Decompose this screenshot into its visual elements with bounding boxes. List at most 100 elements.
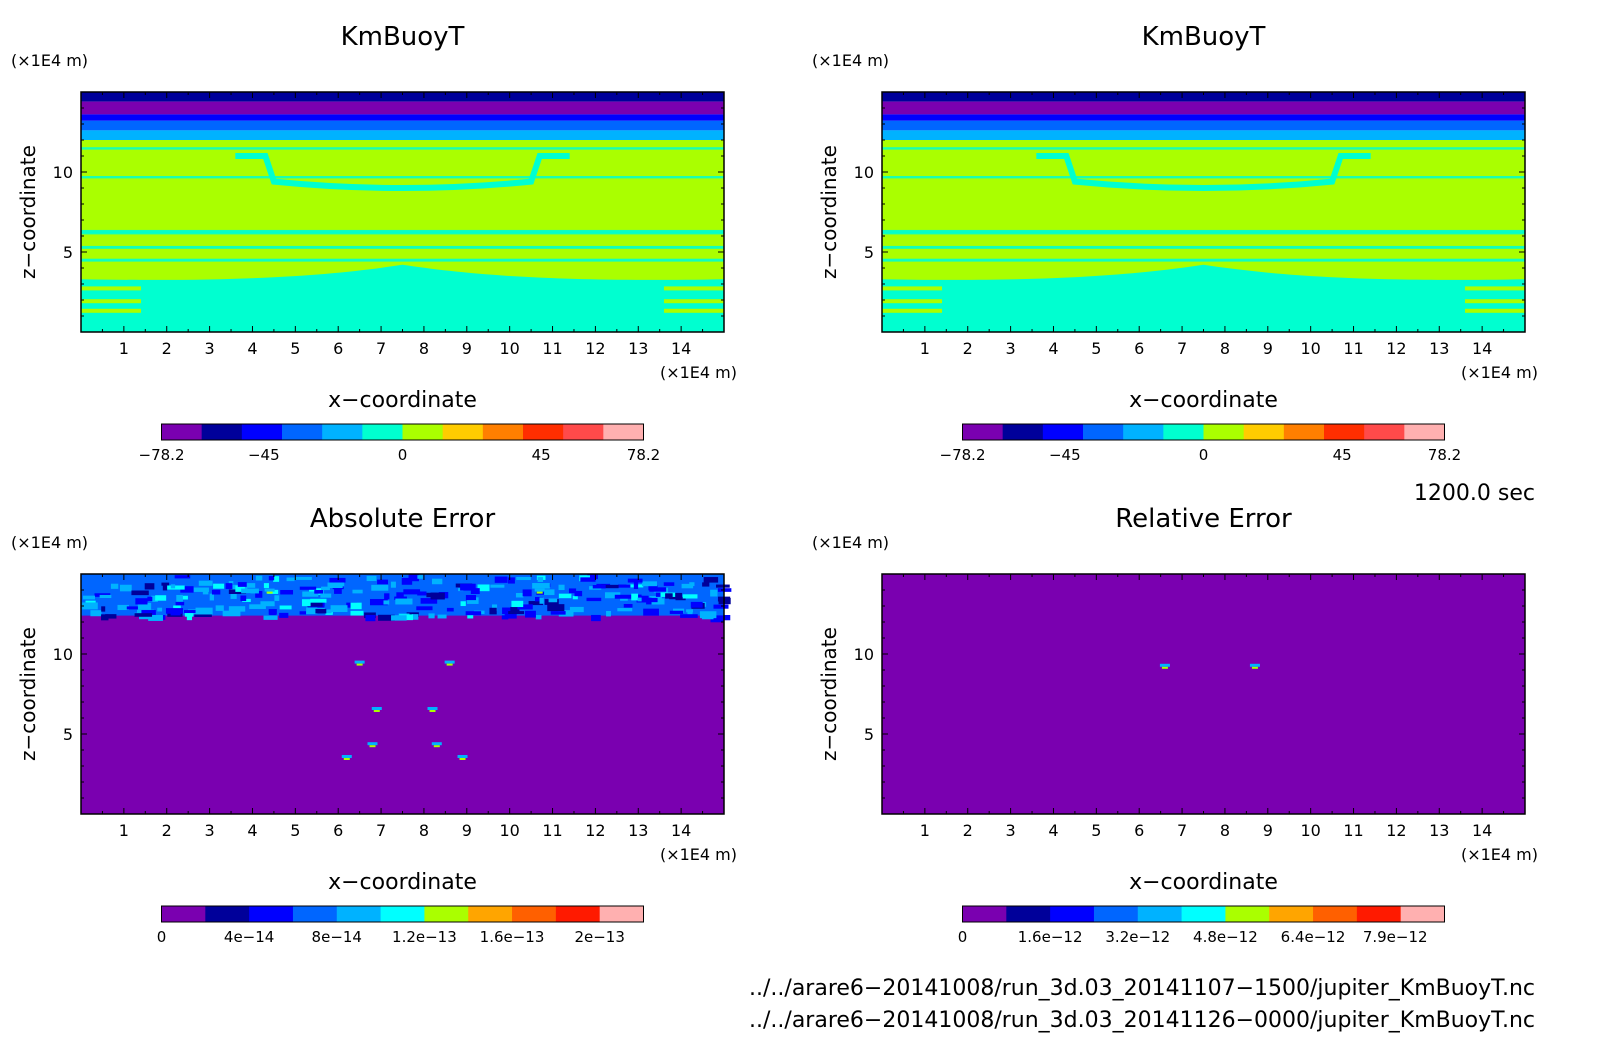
noise-cell (633, 582, 639, 589)
noise-cell (134, 613, 153, 617)
x-tick-label: 13 (1429, 339, 1449, 358)
x-tick-label: 11 (542, 339, 562, 358)
noise-cell (148, 614, 163, 621)
y-ticks (81, 589, 724, 799)
noise-cell (273, 576, 280, 582)
noise-cell (580, 577, 596, 582)
noise-cell (477, 584, 490, 592)
noise-cell (301, 599, 311, 607)
noise-cell (620, 596, 628, 601)
noise-cell (682, 594, 698, 599)
hotspot (341, 755, 352, 760)
noise-cell (408, 574, 419, 582)
colorbar: −78.2 −45 0 45 78.2 (139, 423, 660, 464)
colorbar-tick-label: −78.2 (940, 446, 986, 464)
noise-cell (195, 607, 213, 615)
colorbar-swatch (292, 906, 338, 922)
noise-cell (135, 598, 148, 605)
x-tick-label: 13 (628, 339, 648, 358)
noise-cell (365, 615, 376, 622)
noise-cell (703, 577, 719, 583)
x-tick-label: 7 (1177, 821, 1187, 840)
x-tick-label: 4 (247, 821, 257, 840)
noise-cell (148, 598, 158, 602)
hotspot-cell (459, 758, 466, 760)
x-tick-label: 14 (1472, 821, 1492, 840)
x-tick-label: 1 (920, 339, 930, 358)
noise-cell (82, 602, 98, 610)
x-tick-label: 3 (1006, 339, 1016, 358)
field-band (81, 114, 724, 121)
noise-cell (641, 597, 658, 603)
y-tick-label: 5 (63, 725, 73, 744)
y-tick-label: 10 (53, 645, 73, 664)
colorbar-tick-label: 2e−13 (574, 928, 624, 946)
colorbar-tick-label: 0 (958, 928, 968, 946)
noise-cell (587, 574, 598, 580)
colorbar-swatch (1283, 424, 1325, 440)
field-band (882, 130, 1525, 140)
colorbar-swatch (241, 424, 283, 440)
x-tick-label: 8 (419, 821, 429, 840)
noise-cell (225, 583, 233, 590)
hotspot-cell (536, 591, 543, 594)
hotspot-cell (264, 588, 275, 592)
field-streak (81, 229, 724, 233)
x-tick-label: 13 (1429, 821, 1449, 840)
noise-cell (637, 597, 642, 602)
noise-cell (502, 607, 517, 615)
noise-cell (681, 583, 694, 589)
x-tick-label: 8 (1220, 339, 1230, 358)
noise-cell (82, 595, 96, 600)
noise-cell (371, 584, 389, 591)
colorbar-swatch (1203, 424, 1245, 440)
noise-cell (710, 589, 718, 597)
noise-cell (320, 593, 332, 598)
x-tick-label: 6 (1134, 821, 1144, 840)
colorbar-tick-label: 1.6e−12 (1018, 928, 1083, 946)
noise-cell (592, 584, 606, 589)
field-streak (81, 147, 724, 150)
colorbar-swatch (512, 906, 557, 922)
colorbar-swatch (1123, 424, 1164, 440)
noise-cell (209, 593, 214, 601)
x-tick-label: 9 (462, 339, 472, 358)
colorbar: 0 1.6e−12 3.2e−12 4.8e−12 6.4e−12 7.9e−12 (958, 905, 1445, 946)
noise-cell (268, 609, 277, 615)
y-unit-label: (×1E4 m) (812, 51, 889, 70)
noise-cell (548, 598, 558, 603)
hotspot (431, 742, 442, 748)
noise-cell (396, 592, 404, 598)
colorbar-swatch (1137, 906, 1183, 922)
noise-cell (279, 605, 292, 610)
noise-cell (160, 614, 166, 620)
noise-cell (383, 600, 390, 605)
hotspot (367, 742, 378, 748)
noise-cell (268, 576, 275, 581)
colorbar-swatch (1002, 424, 1044, 440)
colorbar-swatch (282, 424, 323, 440)
colorbar: 0 4e−14 8e−14 1.2e−13 1.6e−13 2e−13 (157, 905, 644, 946)
hotspot-cell (457, 755, 468, 758)
noise-cell (394, 596, 407, 600)
field-streak (882, 231, 1525, 235)
hotspot-cell (356, 663, 363, 666)
field-streak (882, 258, 1525, 262)
field-band (882, 101, 1525, 115)
x-tick-label: 13 (628, 821, 648, 840)
noise-cell (572, 595, 578, 600)
colorbar-tick-label: 78.2 (627, 446, 660, 464)
noise-cell (162, 585, 168, 591)
x-unit-label: (×1E4 m) (660, 363, 737, 382)
colorbar-tick-label: −45 (1049, 446, 1081, 464)
colorbar-swatch (442, 424, 484, 440)
noise-cell (631, 593, 639, 601)
x-tick-label: 1 (920, 821, 930, 840)
field-arc (235, 153, 570, 191)
noise-cell (255, 575, 263, 581)
colorbar-tick-label: −78.2 (139, 446, 185, 464)
field-band (882, 92, 1525, 102)
noise-cell (489, 607, 497, 615)
y-axis-label: z−coordinate (817, 145, 841, 279)
noise-cell (147, 596, 153, 602)
